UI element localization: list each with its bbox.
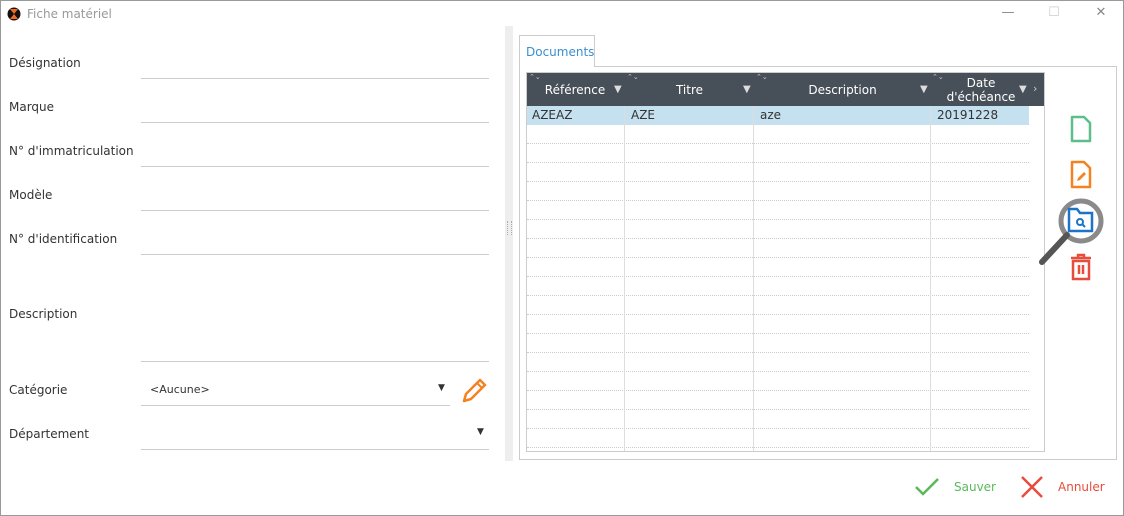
filter-icon[interactable]: ▼	[920, 84, 928, 95]
cell-date: 20191228	[937, 108, 999, 122]
column-header-reference[interactable]: Référence	[544, 82, 606, 97]
empty-row	[527, 315, 1029, 334]
cell-titre: AZE	[631, 108, 656, 122]
check-icon	[915, 478, 939, 496]
filter-icon[interactable]: ▼	[614, 84, 622, 95]
empty-row	[527, 372, 1029, 391]
pencil-icon[interactable]	[460, 377, 488, 405]
empty-row	[527, 182, 1029, 201]
modele-label: Modèle	[9, 188, 53, 202]
column-divider	[624, 106, 625, 451]
column-header-date[interactable]: Date d'échéance	[946, 75, 1016, 104]
immatriculation-field[interactable]	[141, 166, 489, 167]
empty-row	[527, 163, 1029, 182]
title-bar: Fiche matériel — ☐ ✕	[1, 1, 1123, 27]
sort-icon[interactable]: ⌃⌄	[756, 73, 768, 81]
departement-select[interactable]	[141, 449, 489, 450]
marque-label: Marque	[9, 100, 55, 114]
filter-icon[interactable]: ▼	[1019, 84, 1027, 95]
table-row[interactable]: AZEAZ AZE aze 20191228	[527, 106, 1029, 125]
column-divider	[753, 106, 754, 451]
departement-dropdown-arrow[interactable]: ▼	[477, 427, 484, 437]
x-icon	[1021, 476, 1043, 498]
documents-grid: ⌃⌄ Référence ▼ ⌃⌄ Titre ▼ ⌃⌄ Description…	[526, 72, 1045, 452]
empty-row	[527, 220, 1029, 239]
close-button[interactable]: ✕	[1095, 5, 1107, 20]
designation-field[interactable]	[141, 78, 489, 79]
empty-row	[527, 429, 1029, 448]
empty-row	[527, 391, 1029, 410]
search-document-icon[interactable]	[1030, 195, 1110, 270]
empty-row	[527, 258, 1029, 277]
empty-row	[527, 334, 1029, 353]
save-button[interactable]: Sauver	[914, 476, 996, 498]
empty-row	[527, 277, 1029, 296]
window-title: Fiche matériel	[27, 7, 112, 21]
cell-reference: AZEAZ	[532, 108, 573, 122]
empty-row	[527, 410, 1029, 429]
column-header-description[interactable]: Description	[808, 82, 877, 97]
categorie-dropdown-arrow[interactable]: ▼	[438, 383, 445, 393]
empty-row	[527, 296, 1029, 315]
maximize-button[interactable]: ☐	[1048, 5, 1060, 20]
delete-icon[interactable]	[1068, 253, 1094, 281]
column-header-titre[interactable]: Titre	[675, 82, 704, 97]
app-logo-icon	[7, 7, 21, 21]
edit-document-icon[interactable]	[1068, 160, 1094, 190]
tab-documents[interactable]: Documents	[519, 35, 595, 67]
filter-icon[interactable]: ▼	[743, 84, 751, 95]
categorie-select[interactable]	[141, 405, 450, 406]
cell-description: aze	[760, 108, 782, 122]
departement-label: Département	[9, 427, 89, 441]
splitter[interactable]	[505, 26, 513, 461]
description-field[interactable]	[141, 361, 489, 362]
immatriculation-label: N° d'immatriculation	[9, 144, 134, 158]
sort-icon[interactable]: ⌃⌄	[529, 73, 541, 81]
documents-panel	[519, 66, 1117, 460]
grid-header: ⌃⌄ Référence ▼ ⌃⌄ Titre ▼ ⌃⌄ Description…	[527, 73, 1044, 106]
identification-label: N° d'identification	[9, 232, 118, 246]
empty-row	[527, 125, 1029, 144]
empty-row	[527, 201, 1029, 220]
scroll-right-icon[interactable]: ›	[1033, 82, 1038, 95]
sort-icon[interactable]: ⌃⌄	[932, 73, 944, 81]
new-document-icon[interactable]	[1068, 115, 1094, 143]
save-label: Sauver	[954, 480, 996, 494]
categorie-label: Catégorie	[9, 383, 68, 397]
description-label: Description	[9, 307, 78, 321]
column-divider	[930, 106, 931, 451]
categorie-value: <Aucune>	[150, 383, 210, 396]
modele-field[interactable]	[141, 210, 489, 211]
empty-row	[527, 353, 1029, 372]
empty-row	[527, 144, 1029, 163]
minimize-button[interactable]: —	[1001, 5, 1015, 20]
sort-icon[interactable]: ⌃⌄	[627, 73, 639, 81]
empty-row	[527, 239, 1029, 258]
identification-field[interactable]	[141, 254, 489, 255]
cancel-button[interactable]: Annuler	[1020, 476, 1105, 498]
designation-label: Désignation	[9, 56, 81, 70]
cancel-label: Annuler	[1058, 480, 1105, 494]
marque-field[interactable]	[141, 122, 489, 123]
